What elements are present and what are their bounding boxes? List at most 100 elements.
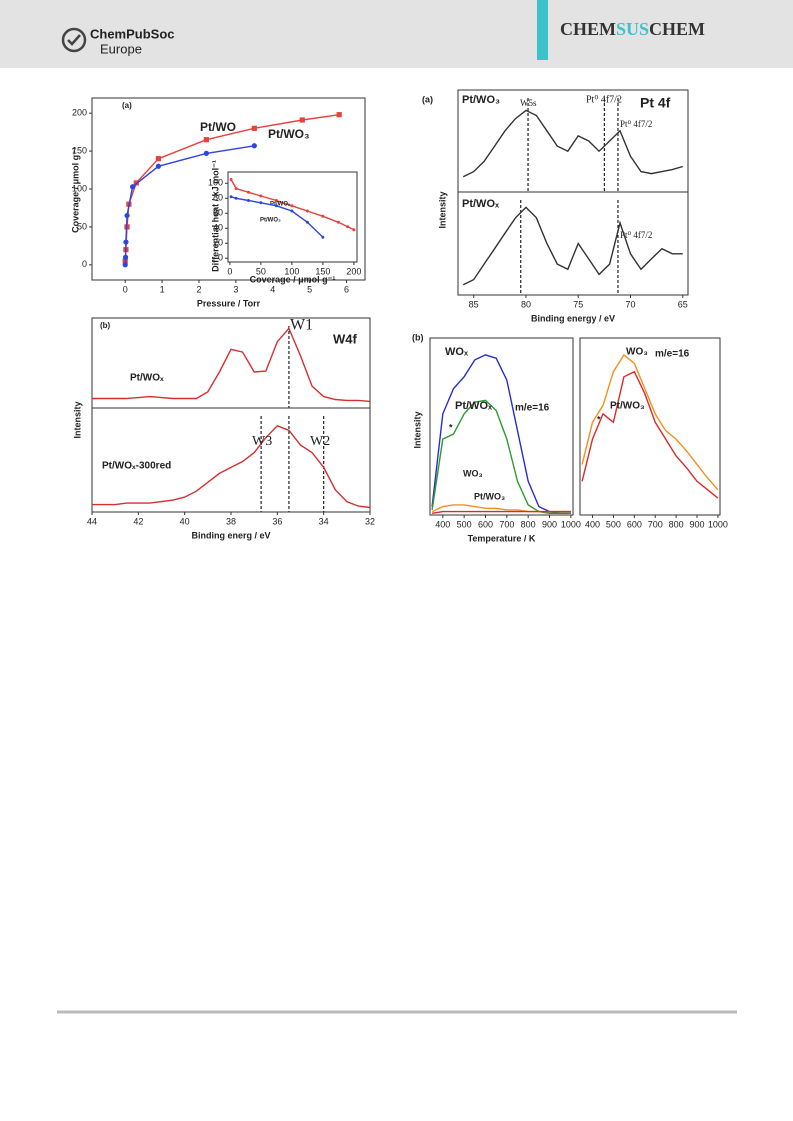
journal-part: SUS [616, 19, 649, 39]
x-tick-label: 100 [284, 266, 299, 276]
series-line [431, 510, 571, 514]
point [336, 220, 340, 224]
point [352, 228, 356, 232]
x-tick-label: 400 [435, 519, 450, 529]
annotation: W5s [520, 98, 537, 108]
plot-frame [227, 171, 358, 263]
annotation: Pt/WO₃ [462, 94, 500, 106]
point [305, 220, 309, 224]
x-axis-label: Binding energy / eV [531, 313, 615, 323]
series-line [581, 370, 719, 499]
point [234, 187, 238, 190]
annotation: Pt/WOₓ [462, 198, 500, 210]
x-tick-label: 4 [270, 284, 275, 294]
y-axis-label: Differential heat / kJ mol⁻¹ [210, 160, 220, 272]
x-axis-label: Coverage / μmol g⁻¹ [250, 274, 336, 284]
x-tick-label: 200 [346, 266, 361, 276]
journal-bar [537, 0, 548, 60]
series-line [581, 353, 719, 491]
y-tick-label: 0 [218, 253, 223, 263]
annotation: Pt 4f [640, 95, 671, 111]
x-axis-label: Binding energ / eV [191, 530, 270, 540]
point [274, 204, 278, 208]
plot-frame [91, 317, 371, 409]
x-tick-label: 2 [196, 284, 201, 294]
y-axis-label: Coverage / μmol g⁻¹ [70, 147, 80, 233]
x-tick-label: 1 [160, 284, 165, 294]
y-tick-label: 0 [82, 259, 87, 269]
series-line [431, 354, 571, 514]
y-tick-label: 20 [213, 238, 223, 248]
annotation: W3 [252, 434, 272, 449]
x-tick-label: 700 [648, 519, 663, 529]
point [259, 194, 263, 198]
annotation: m/e=16 [515, 403, 550, 414]
series-label: WO₃ [463, 468, 483, 478]
point [124, 212, 130, 219]
point [246, 190, 250, 194]
x-tick-label: 32 [365, 516, 375, 526]
annotation: W2 [310, 434, 330, 449]
annotation: (b) [100, 321, 111, 330]
point [336, 112, 342, 118]
series-line [230, 196, 324, 238]
point [155, 156, 162, 162]
point [155, 163, 162, 169]
point [346, 225, 350, 229]
x-tick-label: 600 [478, 519, 493, 529]
point [274, 199, 278, 202]
point [229, 178, 233, 181]
x-axis-label: Temperature / K [468, 533, 536, 543]
annotation: * [449, 422, 453, 432]
series-label: WOₓ [445, 346, 469, 358]
annotation: (a) [122, 101, 132, 110]
logo-icon [61, 27, 87, 53]
series-label: Pt/WO₃ [474, 491, 505, 501]
annotation: W1 [290, 317, 313, 334]
x-tick-label: 6 [344, 284, 349, 294]
x-tick-label: 65 [678, 299, 688, 309]
y-tick-label: 100 [72, 183, 87, 193]
y-axis-label: Intensity [72, 401, 82, 438]
series-label: Pt/WO₃ [610, 401, 645, 412]
x-tick-label: 500 [457, 519, 472, 529]
series-line [124, 145, 255, 265]
y-tick-label: 150 [72, 145, 87, 155]
y-tick-label: 60 [213, 208, 223, 218]
series-line [92, 424, 371, 509]
series-line [92, 327, 371, 403]
x-tick-label: 600 [627, 519, 642, 529]
annotation: * [597, 414, 601, 424]
series-label: Pt/WOₓ [455, 400, 493, 412]
annotation: m/e=16 [655, 349, 690, 360]
point [305, 209, 309, 213]
logo-sub: Europe [100, 41, 142, 56]
series-label: Pt/WO [200, 120, 236, 134]
annotation: Pt⁰ 4f7/2 [586, 94, 622, 105]
x-tick-label: 85 [469, 299, 479, 309]
point [259, 201, 263, 205]
plot-frame [457, 191, 689, 296]
journal-part: CHEM [560, 19, 616, 39]
y-tick-label: 100 [208, 178, 223, 188]
x-tick-label: 42 [133, 516, 143, 526]
point [251, 125, 257, 131]
series-label: Pt/WO₃ [260, 218, 281, 224]
x-tick-label: 1000 [708, 519, 728, 529]
point [321, 214, 325, 218]
x-tick-label: 38 [226, 516, 236, 526]
journal-title: CHEMSUSCHEM [560, 19, 705, 39]
logo-check [67, 34, 81, 46]
x-tick-label: 400 [585, 519, 600, 529]
y-axis-label: Intensity [437, 191, 447, 228]
x-tick-label: 500 [606, 519, 621, 529]
x-tick-label: 75 [573, 299, 583, 309]
series-label: WO₃ [626, 347, 648, 358]
x-tick-label: 36 [272, 516, 282, 526]
point [234, 196, 238, 200]
x-tick-label: 800 [669, 519, 684, 529]
x-tick-label: 0 [123, 284, 128, 294]
x-tick-label: 50 [256, 266, 266, 276]
header-band [0, 0, 793, 68]
x-tick-label: 900 [542, 519, 557, 529]
